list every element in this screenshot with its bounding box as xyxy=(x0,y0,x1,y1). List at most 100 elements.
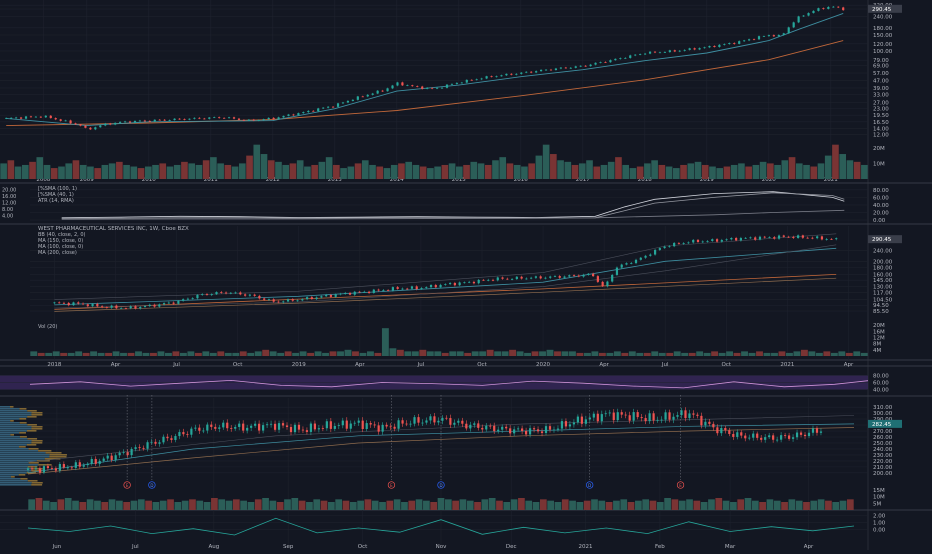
overview-candle-body xyxy=(356,96,359,100)
overview-volume-bar xyxy=(253,144,261,179)
overview-volume-bar xyxy=(745,166,752,179)
daily18-volume-bar xyxy=(187,351,195,356)
daily20-candle-body xyxy=(258,423,261,431)
daily18-candle-body xyxy=(272,299,275,302)
oscillator-top-tick-label: 60.00 xyxy=(873,381,889,387)
daily18-candle-body xyxy=(549,276,552,278)
overview-candle-body xyxy=(530,71,533,73)
daily20-volume-bar xyxy=(569,500,576,510)
daily18-candle-body xyxy=(620,264,623,268)
daily18-volume-bar xyxy=(688,352,696,356)
overview-volume-bar xyxy=(687,163,695,179)
daily18-volume-bar xyxy=(815,352,823,356)
daily20-candle-body xyxy=(301,429,305,431)
daily20-candle-body xyxy=(696,414,699,416)
daily20-candle-body xyxy=(644,418,647,422)
daily18-candle-body xyxy=(682,243,685,244)
daily18-volume-bar xyxy=(621,352,629,356)
overview-volume-bar xyxy=(861,164,868,179)
daily20-candle-body xyxy=(194,427,197,429)
daily20-candle-body xyxy=(78,462,81,467)
event-marker-icon xyxy=(387,481,396,489)
daily18-candle-body xyxy=(53,302,56,304)
overview-volume-bar xyxy=(144,166,152,179)
overview-volume-bar xyxy=(701,164,709,179)
overview-volume-bar xyxy=(484,164,492,179)
overview-candle-body xyxy=(163,119,166,121)
daily18-volume-bar xyxy=(269,351,277,356)
daily18-volume-bar xyxy=(135,351,142,356)
daily18-candle-body xyxy=(72,302,75,306)
daily20-candle-body xyxy=(620,412,623,415)
overview-candle-body xyxy=(535,71,538,73)
daily20-candle-body xyxy=(417,417,420,423)
overview-volume-bar xyxy=(267,160,275,179)
daily18-candle-body xyxy=(229,292,232,294)
overview-candle-body xyxy=(634,54,637,56)
daily18-candle-body xyxy=(449,282,452,285)
overview-candle-body xyxy=(465,79,468,83)
overview-candle-body xyxy=(188,118,191,120)
event-marker-icon xyxy=(586,481,594,489)
daily18-candle-body xyxy=(663,246,666,249)
overview-candle-body xyxy=(74,123,77,125)
daily18-volume-bar xyxy=(202,351,210,356)
overview-candle-body xyxy=(643,53,647,55)
daily18-candle-body xyxy=(758,236,762,240)
daily20-y-tick-label: 260.00 xyxy=(873,435,893,441)
daily20-volume-bar xyxy=(79,502,87,510)
daily20-volume-bar xyxy=(240,500,247,510)
overview-volume-bar xyxy=(571,164,579,179)
volume-profile-bar xyxy=(10,406,14,408)
daily18-candle-body xyxy=(77,302,80,304)
daily20-candle-body xyxy=(277,423,281,430)
daily20-volume-bar xyxy=(101,502,109,510)
overview-candle-body xyxy=(282,115,285,118)
daily20-candle-body xyxy=(170,438,173,440)
daily20-candle-body xyxy=(532,428,536,430)
overview-volume-bar xyxy=(716,168,724,179)
overview-volume-bar xyxy=(853,161,861,179)
daily20-volume-bar xyxy=(532,502,540,510)
daily18-candle-body xyxy=(744,237,747,239)
daily18-candle-body xyxy=(792,236,795,238)
daily18-candle-body xyxy=(415,286,418,290)
daily20-volume-tick-label: 15M xyxy=(873,488,885,494)
overview-volume-bar xyxy=(398,163,405,179)
daily20-candle-body xyxy=(142,447,145,449)
overview-candle-body xyxy=(351,99,354,101)
daily18-x-tick-label: Oct xyxy=(477,362,487,368)
daily20-candle-body xyxy=(377,425,380,432)
momentum-right-tick-label: 0.00 xyxy=(873,218,886,224)
daily20-volume-bar xyxy=(291,498,299,510)
overview-volume-bar xyxy=(564,161,572,179)
daily18-bb-upper-line xyxy=(54,233,837,300)
overview-candle-body xyxy=(5,117,8,119)
daily20-y-tick-label: 300.00 xyxy=(873,411,893,417)
overview-candle-body xyxy=(812,10,815,14)
overview-volume-bar xyxy=(434,166,441,179)
daily20-candle-body xyxy=(513,429,516,434)
daily20-candle-body xyxy=(708,421,711,424)
daily18-volume-bar xyxy=(651,351,659,356)
daily18-x-tick-label: 2018 xyxy=(47,362,61,368)
daily20-volume-bar xyxy=(598,500,606,510)
daily18-volume-bar xyxy=(224,352,232,356)
volume-profile-bar xyxy=(0,418,20,420)
overview-volume-bar xyxy=(542,144,550,179)
daily18-candle-body xyxy=(458,282,461,286)
daily18-candle-body xyxy=(267,299,271,301)
overview-volume-bar xyxy=(709,166,716,179)
overview-volume-bar xyxy=(665,166,673,179)
overview-volume-tick-label: 20M xyxy=(873,146,885,152)
volume-profile-bar xyxy=(0,466,28,468)
daily18-volume-bar xyxy=(172,351,180,356)
daily18-volume-bar xyxy=(239,351,247,356)
overview-candle-body xyxy=(232,117,236,119)
daily20-candle-body xyxy=(473,423,476,425)
daily20-candle-body xyxy=(588,417,591,420)
overview-volume-bar xyxy=(578,163,586,179)
daily20-candle-body xyxy=(632,412,635,421)
daily18-candle-body xyxy=(143,305,147,308)
overview-candle-body xyxy=(128,121,132,123)
